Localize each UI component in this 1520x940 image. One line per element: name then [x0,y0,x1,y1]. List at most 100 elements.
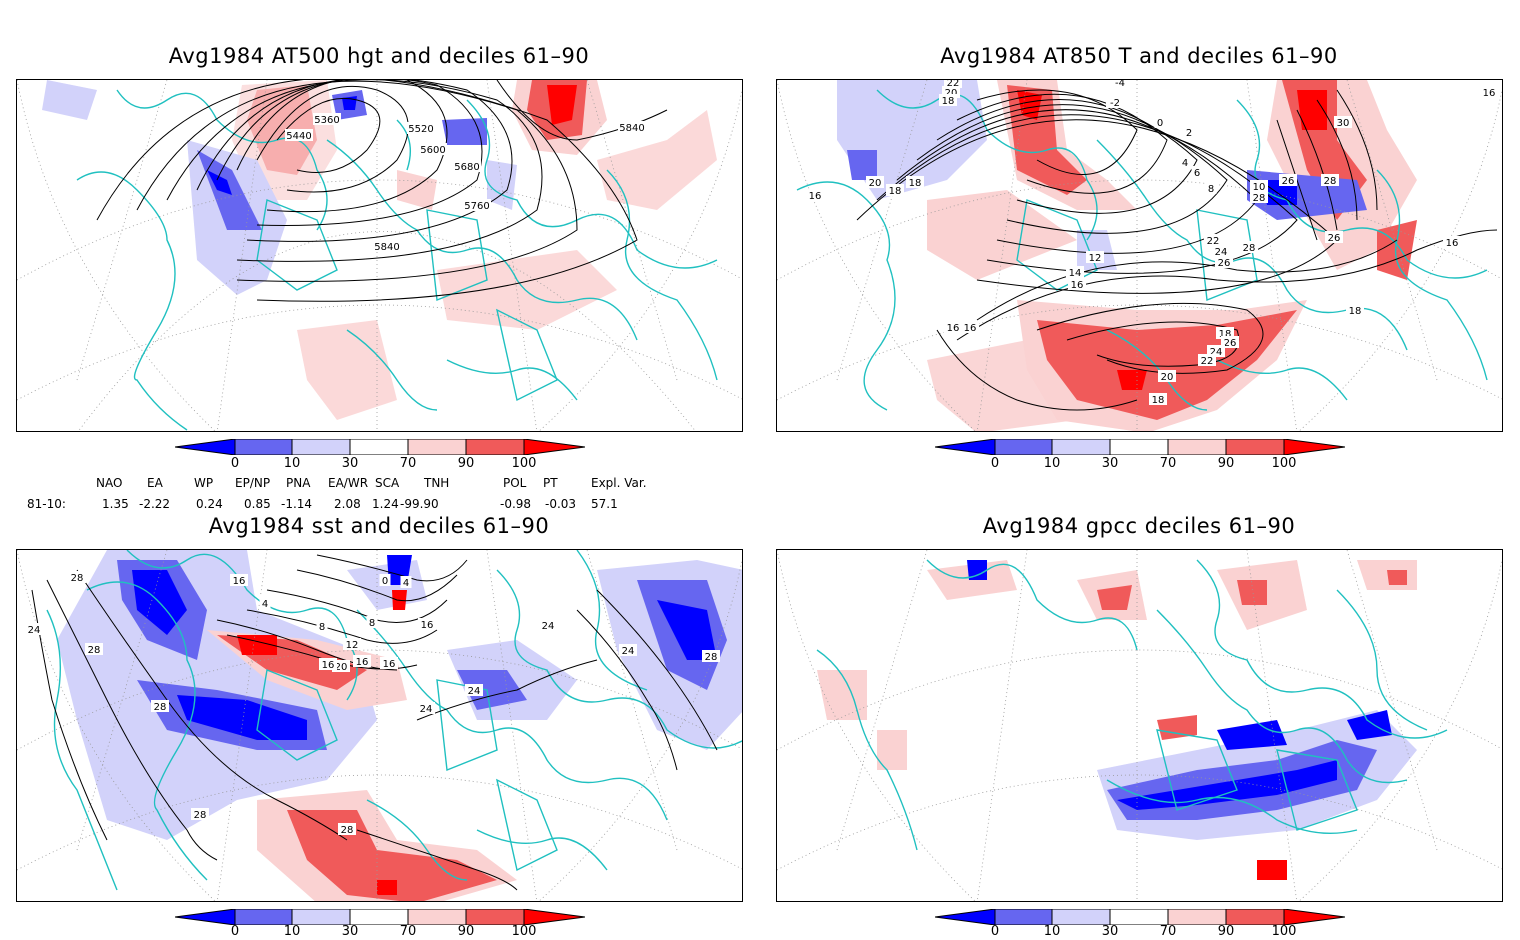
contour-label-text: 16 [947,323,960,334]
coastlines [816,559,1448,851]
contour-label: 24 [619,644,637,657]
contour-label: 16 [1480,86,1498,99]
contour-label-text: 24 [28,625,41,636]
contour-label-text: 28 [71,573,84,584]
contour-label: 4 [400,576,412,589]
contour-label: 24 [465,684,483,697]
contour-label-text: 16 [964,323,977,334]
contour-label: 30 [1334,116,1352,129]
panel-title-sst: Avg1984 sst and deciles 61–90 [208,514,550,538]
contour-label: 14 [1066,266,1084,279]
contour-label-text: 28 [1243,243,1256,254]
colorbar-label: 100 [1271,924,1297,939]
colorbar-label: 10 [1043,456,1061,471]
contour-label-text: 26 [1328,233,1341,244]
colorbar-swatches [174,908,586,926]
contour-label-text: 18 [1219,329,1232,340]
contour-label-text: 16 [233,576,246,587]
index-value: 0.24 [196,497,223,511]
lat-lon-grid [17,550,742,901]
contour-label: 5760 [463,199,491,212]
contour-label-text: 5600 [420,145,445,156]
contour-label: 0 [379,574,391,587]
colorbar-label: 0 [990,456,1000,471]
contour-label-text: 6 [1194,168,1200,179]
colorbar-swatches [934,908,1346,926]
contour-label-text: 18 [909,178,922,189]
contour-label: 16 [380,657,398,670]
contour-label-text: 16 [809,191,822,202]
contour-label: 4 [259,597,271,610]
contour-label: 18 [939,94,957,107]
contour-label-text: 4 [262,599,268,610]
contour-label: 5440 [285,129,313,142]
contour-label-text: 5360 [314,115,339,126]
colorbar-label: 30 [1101,924,1119,939]
contour-label-text: 28 [1324,176,1337,187]
decile-shading [837,80,1417,431]
index-header: EA [147,476,163,490]
contour-label: 4 [1179,156,1191,169]
index-row-label: 81-10: [27,497,66,511]
panel-title-t850: Avg1984 AT850 T and deciles 61–90 [940,44,1338,68]
contour-label-text: 22 [1201,356,1214,367]
index-header: PNA [286,476,311,490]
contour-label: 28 [68,571,86,584]
index-value: -0.98 [500,497,532,511]
contour-label: 28 [338,823,356,836]
contour-label: 24 [25,623,43,636]
colorbar-label: 100 [511,924,537,939]
contour-label: 8 [1205,182,1217,195]
contour-label: 8 [366,616,378,629]
decile-shading [42,80,717,420]
contour-label-text: 5680 [454,162,479,173]
index-value: 1.35 [102,497,129,511]
contour-label: 28 [1321,174,1339,187]
contour-label-text: 28 [154,702,167,713]
colorbar-swatches [174,438,586,456]
colorbar-gpcc: 0 10 30 70 90 100 [934,908,1346,939]
contour-label-text: 16 [383,659,396,670]
colorbar-label: 100 [511,456,537,471]
colorbar-label: 0 [230,456,240,471]
index-value: -0.03 [545,497,577,511]
contour-label-text: 24 [1215,247,1228,258]
index-header: Expl. Var. [591,476,647,490]
contour-label: 2 [1183,126,1195,139]
colorbar-t850: 0 10 30 70 90 100 [934,438,1346,471]
contour-label: 26 [1221,336,1239,349]
colorbar-label: 70 [399,924,417,939]
contour-label: 18 [906,176,924,189]
index-header: TNH [424,476,450,490]
contour-label-text: 28 [194,810,207,821]
coastlines [76,89,718,431]
contour-label: 16 [1068,278,1086,291]
contour-label: 28 [151,700,169,713]
contour-label: 16 [944,321,962,334]
contour-label: 24 [1212,245,1230,258]
contour-label: 18 [1346,304,1364,317]
colorbar-label: 70 [1159,456,1177,471]
index-value: -2.22 [139,497,171,511]
index-value: -1.14 [281,497,313,511]
contour-label: 5840 [373,240,401,253]
contour-label-text: 26 [1282,176,1295,187]
colorbar-sst: 0 10 30 70 90 100 [174,908,586,939]
colorbar-label: 90 [457,924,475,939]
contour-label-text: 5760 [464,201,489,212]
contour-label-text: 16 [1483,88,1496,99]
contour-label: 16 [961,321,979,334]
panel-title-gpcc: Avg1984 gpcc deciles 61–90 [982,514,1296,538]
contour-label-text: 18 [889,186,902,197]
contour-label-text: 18 [1349,306,1362,317]
contour-label-text: 16 [1446,238,1459,249]
contour-label: 28 [191,808,209,821]
contour-label: 5600 [419,143,447,156]
contour-label-text: 8 [369,618,375,629]
contour-label: 20 [866,176,884,189]
colorbar-label: 10 [1043,924,1061,939]
coastlines [796,89,1488,411]
contour-label: 22 [1204,234,1222,247]
contour-label: 20 [1158,370,1176,383]
